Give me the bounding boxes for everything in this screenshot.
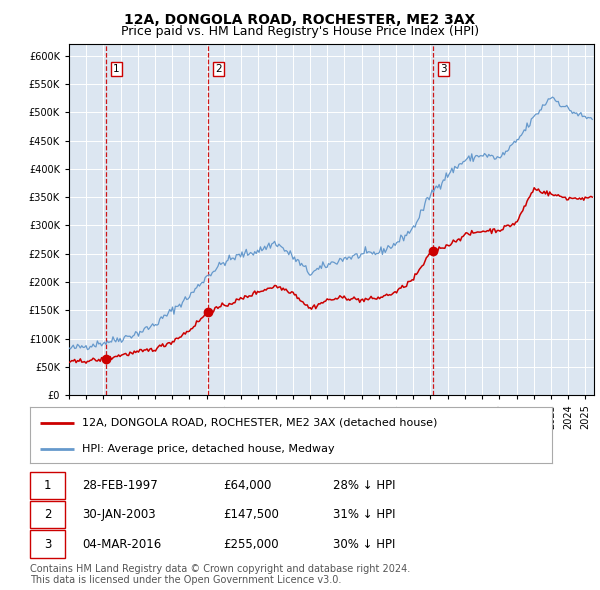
Text: 28-FEB-1997: 28-FEB-1997	[82, 479, 158, 492]
Text: 2: 2	[215, 64, 221, 74]
FancyBboxPatch shape	[30, 501, 65, 529]
Text: 2: 2	[44, 508, 52, 522]
Text: £147,500: £147,500	[223, 508, 279, 522]
Text: £255,000: £255,000	[223, 537, 279, 550]
Text: 3: 3	[440, 64, 447, 74]
Text: 04-MAR-2016: 04-MAR-2016	[82, 537, 161, 550]
Text: 1: 1	[44, 479, 52, 492]
FancyBboxPatch shape	[30, 530, 65, 558]
Text: 30-JAN-2003: 30-JAN-2003	[82, 508, 156, 522]
Text: 1: 1	[113, 64, 119, 74]
Text: 3: 3	[44, 537, 52, 550]
Text: This data is licensed under the Open Government Licence v3.0.: This data is licensed under the Open Gov…	[30, 575, 341, 585]
Text: £64,000: £64,000	[223, 479, 272, 492]
Text: HPI: Average price, detached house, Medway: HPI: Average price, detached house, Medw…	[82, 444, 335, 454]
Text: 12A, DONGOLA ROAD, ROCHESTER, ME2 3AX: 12A, DONGOLA ROAD, ROCHESTER, ME2 3AX	[124, 13, 476, 27]
Text: Contains HM Land Registry data © Crown copyright and database right 2024.: Contains HM Land Registry data © Crown c…	[30, 564, 410, 574]
FancyBboxPatch shape	[30, 472, 65, 499]
Text: 12A, DONGOLA ROAD, ROCHESTER, ME2 3AX (detached house): 12A, DONGOLA ROAD, ROCHESTER, ME2 3AX (d…	[82, 418, 437, 428]
Text: 28% ↓ HPI: 28% ↓ HPI	[333, 479, 395, 492]
Text: Price paid vs. HM Land Registry's House Price Index (HPI): Price paid vs. HM Land Registry's House …	[121, 25, 479, 38]
Text: 30% ↓ HPI: 30% ↓ HPI	[333, 537, 395, 550]
Text: 31% ↓ HPI: 31% ↓ HPI	[333, 508, 395, 522]
